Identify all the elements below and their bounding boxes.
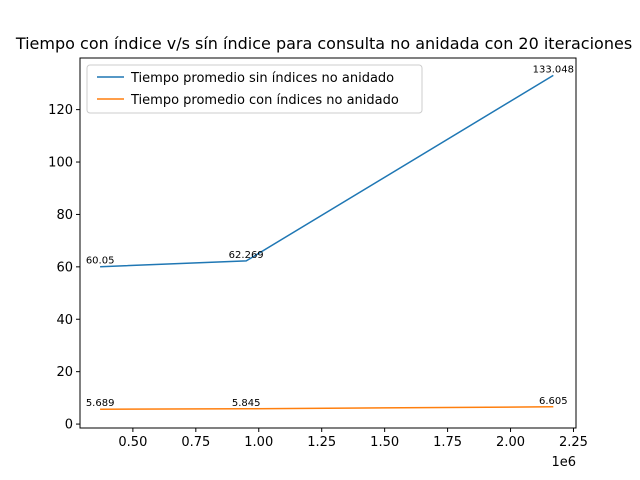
x-tick-label: 1.75 [433, 435, 462, 450]
x-tick-label: 1.50 [370, 435, 399, 450]
plot-frame [79, 57, 577, 429]
y-tick-label: 40 [56, 313, 73, 328]
y-axis: 0 20 40 60 80 100 120 [48, 103, 80, 433]
data-label: 133.048 [533, 64, 574, 75]
series-line-1 [100, 406, 554, 410]
data-label: 5.689 [86, 398, 115, 409]
data-label: 62.269 [229, 250, 264, 261]
y-tick-label: 20 [56, 365, 73, 380]
legend: Tiempo promedio sin índices no anidado T… [86, 64, 423, 114]
series-layer [100, 74, 554, 410]
data-labels: 60.05 62.269 133.048 5.689 5.845 6.605 [86, 64, 574, 409]
x-axis: 0.50 0.75 1.00 1.25 1.50 1.75 2.00 2.25 [118, 428, 588, 450]
legend-box [86, 64, 423, 114]
x-tick-label: 2.00 [496, 435, 525, 450]
y-tick-label: 60 [56, 260, 73, 275]
legend-label-sin-indices: Tiempo promedio sin índices no anidado [130, 71, 394, 86]
x-tick-label: 1.25 [307, 435, 336, 450]
y-tick-label: 80 [56, 208, 73, 223]
data-label: 60.05 [86, 256, 115, 267]
data-label: 5.845 [232, 398, 261, 409]
x-axis-offset-label: 1e6 [551, 455, 576, 470]
y-tick-label: 120 [48, 103, 73, 118]
x-tick-label: 0.50 [118, 435, 147, 450]
x-tick-label: 2.25 [559, 435, 588, 450]
x-tick-label: 0.75 [181, 435, 210, 450]
legend-label-con-indices: Tiempo promedio con índices no anidado [130, 93, 399, 108]
y-tick-label: 100 [48, 156, 73, 171]
y-tick-label: 0 [65, 418, 73, 433]
data-label: 6.605 [539, 396, 568, 407]
chart-title: Tiempo con índice v/s sín índice para co… [15, 34, 632, 53]
series-line-0 [100, 74, 554, 268]
x-tick-label: 1.00 [244, 435, 273, 450]
